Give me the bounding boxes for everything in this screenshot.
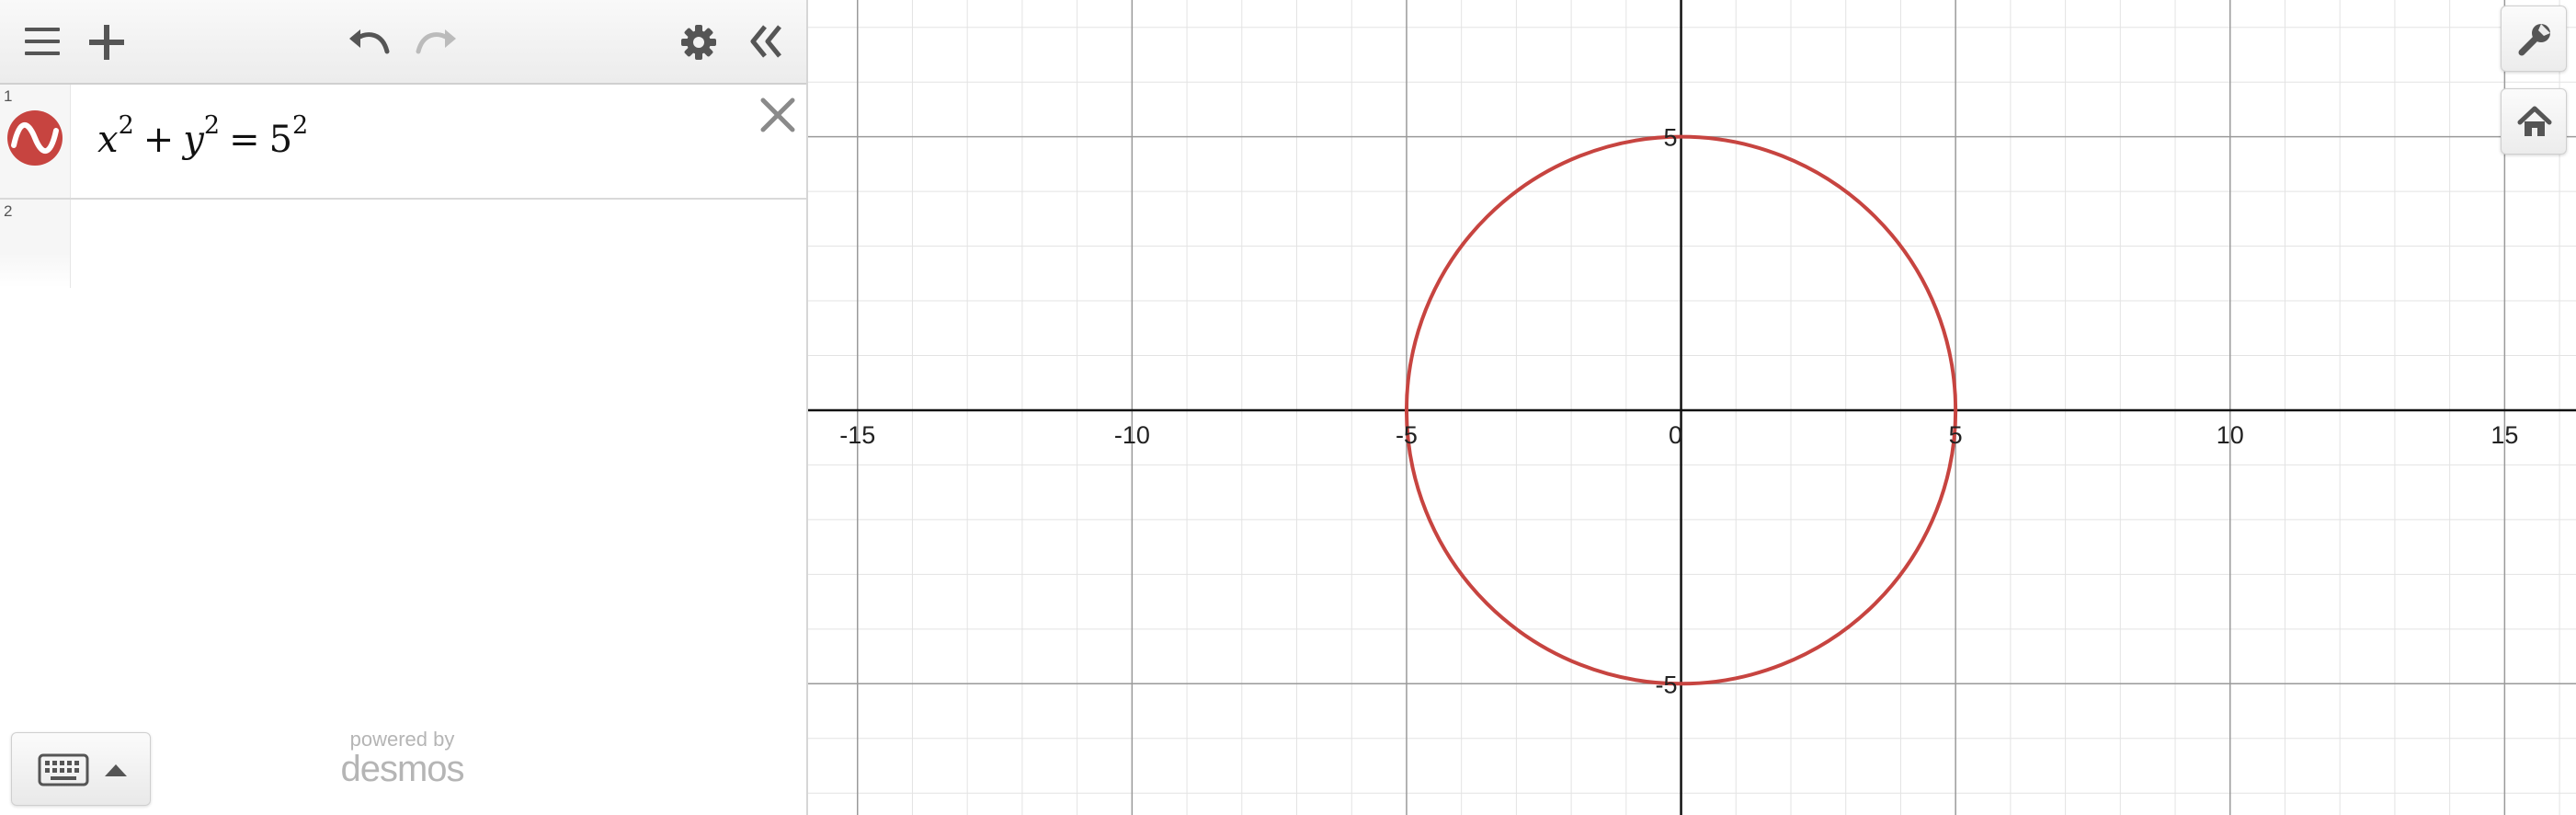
expression-gutter: 1 (0, 85, 71, 198)
expression-number: 1 (4, 87, 13, 105)
x-tick-label: -10 (1114, 421, 1150, 449)
undo-icon[interactable] (348, 24, 390, 57)
graph-settings-button[interactable] (2501, 6, 2567, 72)
keyboard-icon (38, 753, 89, 791)
wrench-icon (2518, 24, 2550, 56)
y-tick-label: -5 (1656, 671, 1678, 698)
gear-icon[interactable] (680, 24, 717, 61)
default-zoom-button[interactable] (2501, 88, 2567, 155)
x-tick-label: 15 (2491, 421, 2518, 449)
x-tick-label: 0 (1669, 421, 1682, 449)
expression-math-input[interactable]: x2 + y2 = 52 (97, 112, 308, 167)
x-tick-label: -15 (839, 421, 875, 449)
axes (808, 0, 2576, 815)
minor-gridlines (808, 0, 2576, 815)
formula-y-exponent: 2 (203, 110, 221, 140)
expression-toolbar (0, 0, 806, 85)
double-chevron-left-icon[interactable] (749, 24, 784, 59)
graph-wave-icon[interactable] (6, 109, 64, 172)
y-tick-label: 5 (1664, 124, 1678, 152)
formula-plus: + (142, 119, 175, 161)
expression-list-panel: 1 x2 + y2 = 52 2 (0, 0, 808, 815)
x-tick-label: 5 (1949, 421, 1963, 449)
powered-by-desmos[interactable]: powered by desmos (326, 728, 478, 789)
desmos-logo: desmos (340, 749, 464, 789)
powered-by-text: powered by (349, 728, 455, 751)
formula-radius: 5 (268, 119, 293, 161)
keyboard-toggle-button[interactable] (11, 732, 151, 806)
formula-radius-exponent: 2 (292, 110, 309, 140)
formula-x: x (97, 119, 119, 161)
formula-x-exponent: 2 (118, 110, 134, 140)
x-tick-label: 10 (2217, 421, 2244, 449)
major-gridlines (808, 0, 2576, 815)
expression-gutter: 2 (0, 200, 71, 288)
graph-canvas[interactable]: -15 -10 -5 0 5 10 15 5 -5 (808, 0, 2576, 815)
expression-row-empty[interactable]: 2 (0, 200, 806, 288)
expression-number: 2 (4, 202, 13, 220)
circle-curve[interactable] (1404, 134, 1958, 686)
tick-labels: -15 -10 -5 0 5 10 15 5 -5 (839, 124, 2518, 699)
expression-row[interactable]: 1 x2 + y2 = 52 (0, 85, 806, 200)
formula-y: y (183, 119, 204, 161)
plus-icon[interactable] (89, 25, 124, 60)
x-tick-label: -5 (1396, 421, 1418, 449)
graph-svg[interactable]: -15 -10 -5 0 5 10 15 5 -5 (808, 0, 2576, 815)
caret-up-icon (104, 763, 128, 782)
plotted-curves (1404, 134, 1958, 686)
redo-icon[interactable] (416, 24, 458, 57)
hamburger-menu-icon[interactable] (25, 26, 60, 57)
formula-equals: = (229, 119, 260, 161)
delete-expression-icon[interactable] (759, 97, 796, 138)
home-icon (2517, 106, 2552, 136)
